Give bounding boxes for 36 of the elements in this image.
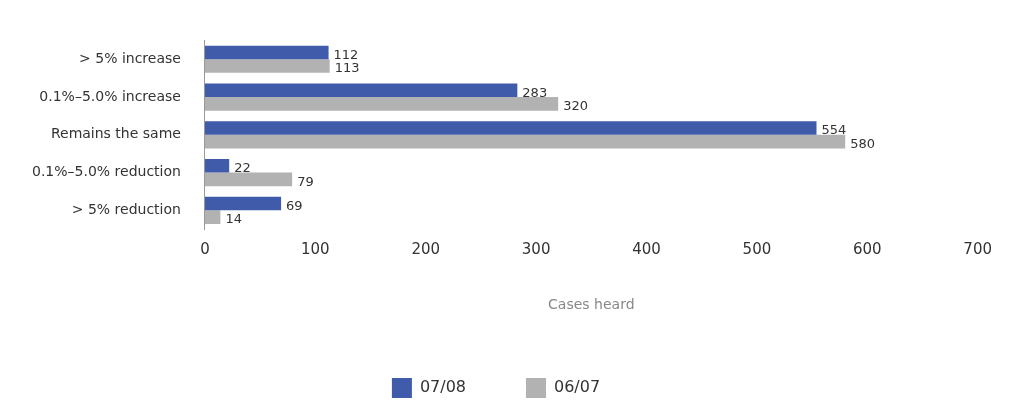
data-label: 69: [286, 197, 303, 213]
bar: [204, 172, 293, 187]
bar: [204, 196, 282, 211]
data-label: 554: [821, 122, 847, 138]
y-tick-label: Remains the same: [50, 125, 181, 142]
y-tick-label: > 5% reduction: [71, 200, 181, 217]
y-tick-label: > 5% increase: [79, 49, 181, 66]
data-label: 580: [850, 135, 876, 151]
bar: [204, 158, 230, 173]
data-label: 112: [333, 46, 359, 62]
x-tick-label: 700: [963, 240, 993, 259]
legend-label: 07/08: [419, 377, 466, 397]
x-tick-label: 0: [200, 240, 210, 259]
bar: [204, 45, 329, 60]
x-tick-label: 300: [521, 240, 551, 259]
bar: [204, 59, 330, 73]
bar: [204, 83, 518, 98]
bar: [204, 121, 817, 135]
y-tick-label: 0.1%–5.0% increase: [39, 87, 181, 104]
x-tick-label: 600: [852, 240, 882, 259]
bar: [204, 97, 559, 111]
data-label: 283: [522, 84, 548, 100]
data-label: 113: [334, 60, 360, 76]
bar: [204, 210, 221, 224]
bar: [204, 134, 846, 149]
legend-label: 06/07: [554, 377, 601, 397]
x-tick-label: 400: [632, 240, 661, 259]
data-label: 79: [297, 173, 314, 189]
x-tick-label: 100: [301, 240, 330, 259]
data-label: 320: [563, 98, 589, 114]
data-label: 14: [225, 211, 242, 227]
x-tick-label: 200: [411, 240, 441, 259]
data-label: 22: [234, 160, 251, 176]
x-tick-label: 500: [742, 240, 772, 259]
y-tick-label: 0.1%–5.0% reduction: [32, 163, 181, 180]
x-axis-title: Cases heard: [548, 296, 635, 313]
